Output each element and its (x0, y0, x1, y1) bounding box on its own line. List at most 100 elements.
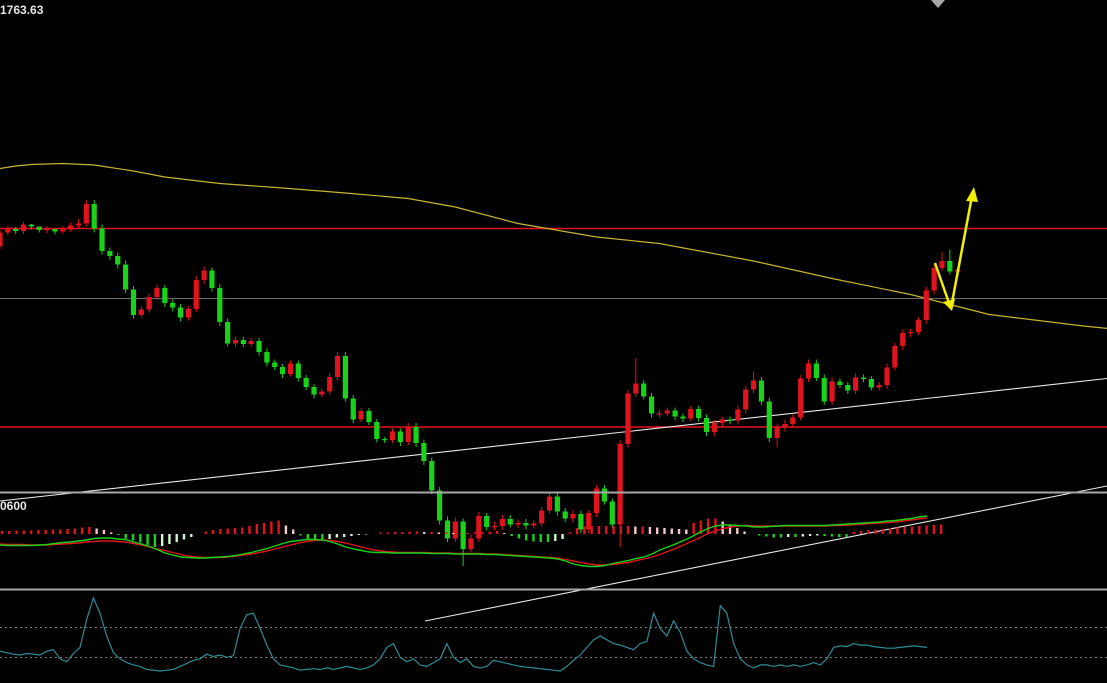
candle-body (774, 427, 780, 438)
candle-body (382, 439, 388, 441)
ma-line (0, 162, 1107, 330)
candle (209, 267, 215, 292)
candle-body (75, 223, 82, 226)
candle (798, 375, 804, 421)
candle-body (342, 356, 348, 399)
candle (523, 519, 529, 530)
candle-body (476, 516, 482, 539)
candle-body (884, 367, 890, 385)
candle-body (853, 377, 859, 391)
candle-body (429, 461, 435, 491)
candle (468, 534, 474, 552)
candle (507, 515, 513, 528)
candle-body (452, 521, 458, 539)
candle-body (327, 377, 333, 392)
candle-body (837, 381, 843, 385)
candle (342, 352, 348, 402)
candle (44, 226, 50, 233)
candle-body (295, 363, 301, 378)
arrow-up-head (966, 187, 978, 202)
candle (923, 287, 929, 324)
candle-body (123, 264, 129, 290)
candle (452, 517, 458, 542)
candle (248, 338, 254, 347)
candle-body (594, 488, 600, 513)
candle-body (672, 410, 678, 417)
candle-body (272, 362, 278, 367)
osc-line (0, 596, 928, 672)
candle-body (0, 232, 3, 246)
candle-body (664, 410, 670, 414)
candle (28, 224, 34, 230)
candle-body (554, 496, 560, 512)
candle-body (201, 270, 207, 280)
candle-body (36, 226, 42, 230)
candle-body (782, 424, 788, 428)
candle (287, 360, 294, 377)
candle-body (20, 224, 27, 231)
candle-body (790, 417, 796, 424)
candle (939, 252, 945, 271)
scroll-marker[interactable] (931, 0, 945, 8)
candle-body (656, 413, 662, 415)
candle-body (83, 204, 89, 224)
candle-body (727, 419, 733, 421)
candle-body (44, 229, 50, 231)
candle-body (99, 228, 105, 251)
candle-body (138, 309, 144, 315)
candle-body (13, 229, 19, 231)
candle-body (813, 363, 819, 378)
candle-body (413, 427, 419, 443)
candle (688, 406, 694, 422)
arrow-down-line (933, 262, 951, 304)
candle-body (735, 409, 741, 421)
candle-body (280, 367, 286, 374)
candle-body (421, 443, 427, 461)
moving-average (0, 162, 1107, 330)
candle (900, 329, 906, 350)
candle (601, 485, 608, 505)
candle (75, 219, 82, 229)
candle (232, 337, 239, 347)
macd-panel (0, 515, 943, 568)
candle-body (601, 488, 608, 502)
candle-body (892, 346, 898, 368)
candle-body (868, 379, 874, 388)
candle (805, 359, 812, 382)
candle (845, 382, 851, 394)
candle (389, 428, 396, 443)
candle (20, 222, 27, 234)
candle (405, 423, 411, 445)
candle (421, 439, 427, 465)
candle-body (586, 513, 592, 530)
candle (225, 318, 231, 347)
candle (185, 306, 191, 321)
candle-body (264, 352, 270, 363)
candle-body (146, 297, 152, 310)
candle-body (444, 520, 451, 539)
candle-body (437, 490, 443, 521)
candle (774, 423, 780, 447)
candle-body (405, 427, 411, 442)
candle (868, 376, 874, 391)
candle (397, 428, 403, 446)
candle-body (900, 333, 906, 346)
candle (115, 252, 121, 269)
candle-body (641, 383, 647, 397)
candle (633, 358, 639, 397)
candle (201, 266, 207, 284)
candle (91, 200, 97, 233)
candle-body (633, 383, 639, 394)
candle (5, 226, 11, 236)
candle (311, 384, 317, 399)
candle (107, 247, 113, 260)
candle (366, 408, 372, 425)
candle (672, 407, 678, 420)
candle-body (625, 393, 631, 444)
trendline-upper (0, 377, 1107, 502)
candle (476, 512, 482, 542)
candle (625, 390, 631, 448)
candle (334, 352, 341, 380)
oscillator-panel (0, 596, 1107, 672)
